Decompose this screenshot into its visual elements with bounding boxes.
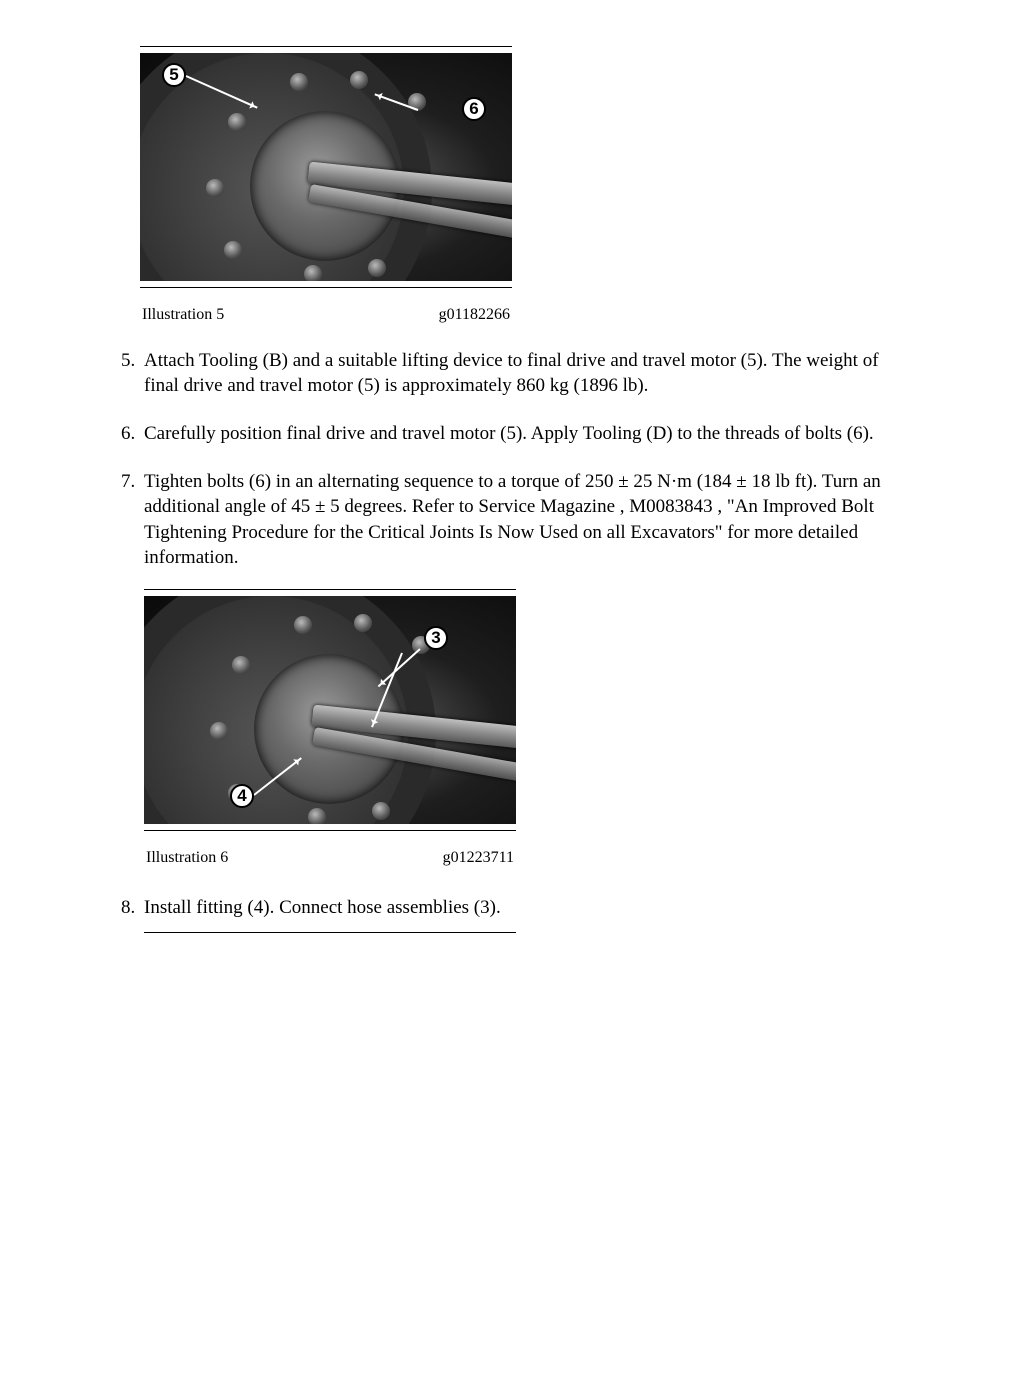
figure-6-caption: Illustration 6 g01223711	[144, 837, 516, 873]
step-7: Tighten bolts (6) in an alternating sequ…	[140, 469, 914, 873]
step-text: Attach Tooling (B) and a suitable liftin…	[144, 350, 879, 397]
figure-5-block: 5 6 Illustration 5 g01182266	[140, 46, 512, 330]
callout-4: 4	[230, 784, 254, 808]
figure-rule	[144, 589, 516, 590]
step-6: Carefully position final drive and trave…	[140, 421, 914, 447]
procedure-steps: Attach Tooling (B) and a suitable liftin…	[110, 348, 914, 934]
step-8: Install fitting (4). Connect hose assemb…	[140, 895, 914, 934]
figure-5-caption: Illustration 5 g01182266	[140, 294, 512, 330]
figure-6-image: 3 4	[144, 596, 516, 824]
figure-rule	[144, 830, 516, 831]
callout-6: 6	[462, 97, 486, 121]
step-5: Attach Tooling (B) and a suitable liftin…	[140, 348, 914, 399]
step-text: Carefully position final drive and trave…	[144, 423, 874, 444]
figure-6-block: 3 4 Illustration 6 g01223711	[144, 589, 516, 873]
step-text: Tighten bolts (6) in an alternating sequ…	[144, 471, 881, 569]
figure-5-image: 5 6	[140, 53, 512, 281]
figure-rule	[144, 932, 516, 933]
callout-3: 3	[424, 626, 448, 650]
figure-ref: g01182266	[439, 304, 510, 326]
figure-trailing-block	[144, 932, 516, 933]
figure-ref: g01223711	[443, 847, 514, 869]
figure-label: Illustration 6	[146, 847, 228, 869]
step-text: Install fitting (4). Connect hose assemb…	[144, 897, 501, 918]
figure-label: Illustration 5	[142, 304, 224, 326]
figure-rule	[140, 46, 512, 47]
callout-5: 5	[162, 63, 186, 87]
figure-rule	[140, 287, 512, 288]
